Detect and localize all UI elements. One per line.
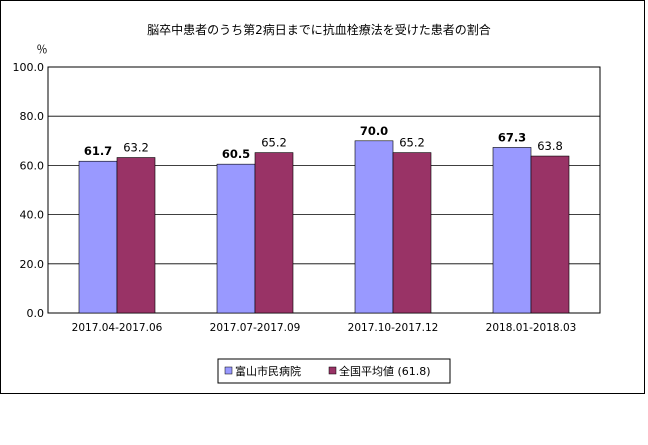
legend: 富山市民病院 全国平均値 (61.8) [217,358,451,384]
bar-national-average [116,157,156,314]
y-tick-label: 20.0 [20,258,45,271]
y-tick-label: 40.0 [20,209,45,222]
data-label-national-average: 63.8 [537,139,563,153]
bar-national-average [530,155,570,314]
legend-box [217,358,451,384]
data-label-hospital: 70.0 [360,124,388,138]
y-tick-label: 60.0 [20,159,45,172]
x-tick-label: 2017.10-2017.12 [348,322,439,334]
y-tick-label: 100.0 [13,61,45,74]
x-tick-label: 2018.01-2018.03 [486,322,577,334]
bar-hospital [492,147,532,314]
bar-hospital [78,160,118,314]
bar-hospital [216,163,256,314]
legend-swatch-hospital [224,366,233,375]
y-tick-label: 80.0 [20,110,45,123]
x-tick-label: 2017.04-2017.06 [72,322,163,334]
bars [78,140,570,314]
bar-national-average [392,152,432,314]
bar-hospital [354,140,394,314]
bar-national-average [254,152,294,314]
data-label-hospital: 67.3 [498,130,526,144]
data-label-hospital: 60.5 [222,147,250,161]
y-tick-label: 0.0 [27,307,45,320]
y-axis-ticks: 0.0 20.0 40.0 60.0 80.0 100.0 [13,61,45,320]
y-axis-unit: ％ [37,43,48,56]
bar-chart: 脳卒中患者のうち第2病日までに抗血栓療法を受けた患者の割合 ％ 0.0 20.0 4… [13,22,601,384]
data-label-hospital: 61.7 [84,144,112,158]
x-axis-ticks: 2017.04-2017.06 2017.07-2017.09 2017.10-20… [72,322,577,334]
legend-label-national-average: 全国平均値 (61.8) [339,364,431,378]
chart-frame: 脳卒中患者のうち第2病日までに抗血栓療法を受けた患者の割合 ％ 0.0 20.0 4… [0,0,645,394]
x-tick-label: 2017.07-2017.09 [210,322,301,334]
legend-swatch-national-average [328,366,337,375]
chart-title: 脳卒中患者のうち第2病日までに抗血栓療法を受けた患者の割合 [147,22,491,37]
data-label-national-average: 65.2 [261,136,287,150]
data-labels: 61.7 63.2 60.5 65.2 70.0 65.2 67.3 63.8 [84,124,563,161]
legend-label-hospital: 富山市民病院 [235,364,301,378]
data-label-national-average: 63.2 [123,141,149,155]
data-label-national-average: 65.2 [399,136,425,150]
